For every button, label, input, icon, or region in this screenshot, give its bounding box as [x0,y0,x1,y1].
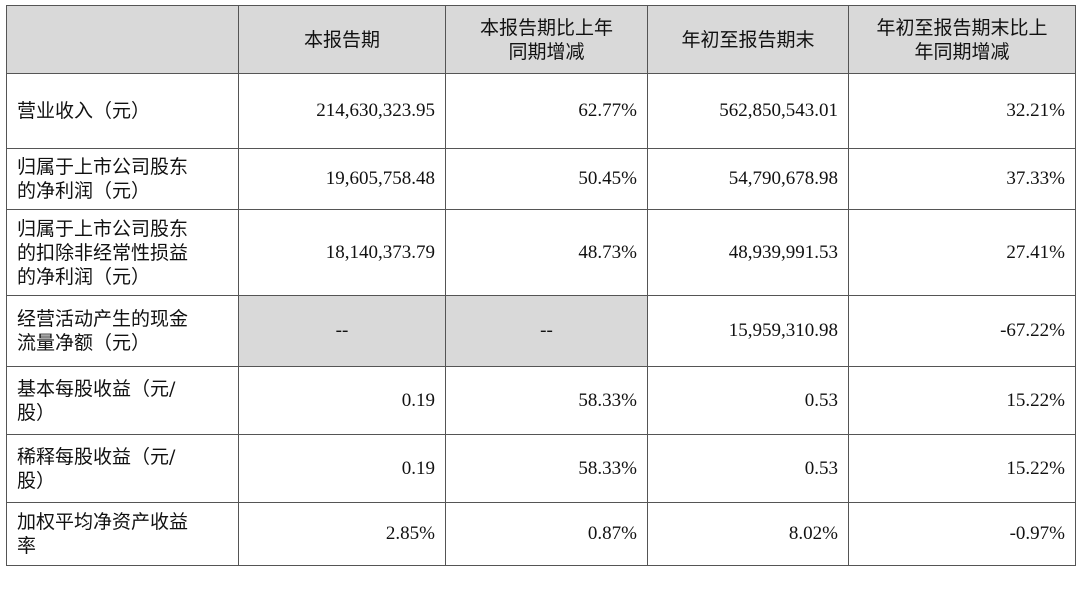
row-label-line: 率 [17,535,37,557]
cell-ytd: 0.53 [647,434,849,503]
cell-current: 19,605,758.48 [238,148,446,210]
row-label-line: 的扣除非经常性损益 [17,241,189,264]
cell-current: 2.85% [238,502,446,566]
row-label-line: 流量净额（元） [17,332,151,354]
cell-ytd-change: 32.21% [848,73,1076,149]
cell-ytd: 8.02% [647,502,849,566]
cell-ytd: 48,939,991.53 [647,209,849,296]
header-current-change-line1: 本报告期比上年 [479,16,613,39]
header-current-period-label: 本报告期 [303,28,380,51]
header-ytd-label: 年初至报告期末 [681,28,815,51]
cell-ytd-change: -67.22% [848,295,1076,367]
row-label-line: 的净利润（元） [17,265,151,288]
row-label-weighted-roe: 加权平均净资产收益率 [6,502,239,566]
cell-ytd: 0.53 [647,366,849,435]
cell-current-change: 58.33% [445,366,648,435]
cell-current: 18,140,373.79 [238,209,446,296]
cell-current-change: 58.33% [445,434,648,503]
row-label-operating-cash-flow: 经营活动产生的现金 流量净额（元） [6,295,239,367]
cell-current: 0.19 [238,366,446,435]
header-current-change: 本报告期比上年 同期增减 [445,5,648,74]
cell-current-change: 48.73% [445,209,648,296]
row-label-line: 归属于上市公司股东 [17,156,189,178]
cell-current-change: 62.77% [445,73,648,149]
row-label-line: 基本每股收益（元/ [17,377,176,400]
cell-current: -- [238,295,446,367]
table-row: 经营活动产生的现金 流量净额（元） -- -- 15,959,310.98 -67… [6,295,1076,367]
cell-ytd-change: 27.41% [848,209,1076,296]
header-current-period: 本报告期 [238,5,446,74]
financial-table: 本报告期 本报告期比上年 同期增减 年初至报告期末 年初至报告期末比上 年同期增减 … [6,5,1076,566]
cell-ytd-change: 15.22% [848,434,1076,503]
table-row: 稀释每股收益（元/股） 0.19 58.33% 0.53 15.22% [6,434,1076,503]
table-row: 归属于上市公司股东 的扣除非经常性损益 的净利润（元） 18,140,373.79 … [6,209,1076,296]
cell-ytd: 15,959,310.98 [647,295,849,367]
cell-current: 0.19 [238,434,446,503]
row-label-net-profit: 归属于上市公司股东 的净利润（元） [6,148,239,210]
cell-ytd-change: 15.22% [848,366,1076,435]
table-row: 加权平均净资产收益率 2.85% 0.87% 8.02% -0.97% [6,502,1076,566]
cell-ytd: 562,850,543.01 [647,73,849,149]
cell-current-change: -- [445,295,648,367]
cell-current: 214,630,323.95 [238,73,446,149]
row-label-revenue: 营业收入（元） [6,73,239,149]
row-label-line: 营业收入（元） [17,100,151,122]
header-corner-cell [6,5,239,74]
row-label-diluted-eps: 稀释每股收益（元/股） [6,434,239,503]
cell-current-change: 50.45% [445,148,648,210]
row-label-line: 稀释每股收益（元/ [17,445,176,468]
header-ytd-change-line1: 年初至报告期末比上 [876,16,1048,39]
row-label-basic-eps: 基本每股收益（元/股） [6,366,239,435]
row-label-line: 归属于上市公司股东 [17,217,189,240]
row-label-net-profit-deducted: 归属于上市公司股东 的扣除非经常性损益 的净利润（元） [6,209,239,296]
header-row: 本报告期 本报告期比上年 同期增减 年初至报告期末 年初至报告期末比上 年同期增减 [6,5,1076,74]
cell-ytd-change: -0.97% [848,502,1076,566]
table-row: 基本每股收益（元/股） 0.19 58.33% 0.53 15.22% [6,366,1076,435]
table-row: 营业收入（元） 214,630,323.95 62.77% 562,850,54… [6,73,1076,149]
row-label-line: 经营活动产生的现金 [17,308,189,330]
header-ytd-change: 年初至报告期末比上 年同期增减 [848,5,1076,74]
header-ytd: 年初至报告期末 [647,5,849,74]
row-label-line: 的净利润（元） [17,180,151,202]
row-label-line: 股） [17,469,56,492]
header-ytd-change-line2: 年同期增减 [914,40,1010,63]
cell-ytd-change: 37.33% [848,148,1076,210]
row-label-line: 股） [17,401,56,424]
table-row: 归属于上市公司股东 的净利润（元） 19,605,758.48 50.45% 54… [6,148,1076,210]
cell-ytd: 54,790,678.98 [647,148,849,210]
cell-current-change: 0.87% [445,502,648,566]
row-label-line: 加权平均净资产收益 [17,511,189,533]
header-current-change-line2: 同期增减 [508,40,585,63]
